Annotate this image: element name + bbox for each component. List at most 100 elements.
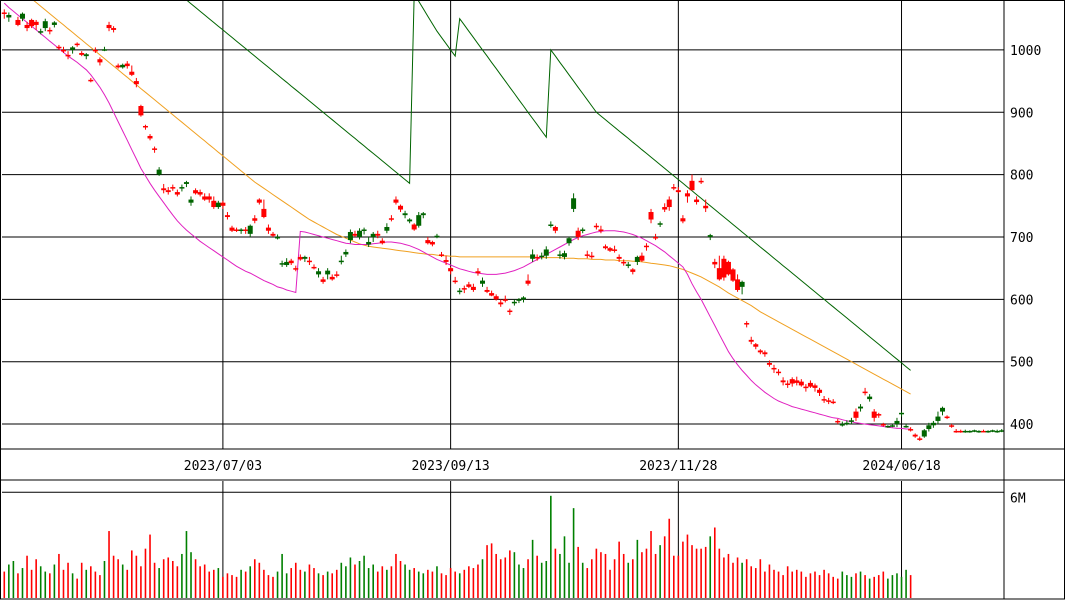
candle-body: [302, 256, 308, 259]
candle-body: [634, 256, 640, 262]
candle-body: [124, 63, 130, 67]
candle-body: [953, 430, 959, 433]
candle-body: [297, 256, 303, 260]
candle-body: [88, 79, 94, 82]
candle-body: [543, 249, 549, 256]
candle-body: [725, 261, 731, 275]
candle-body: [70, 47, 76, 50]
candle-body: [65, 54, 71, 57]
candle-body: [653, 236, 659, 239]
candle-body: [598, 229, 604, 231]
candle-body: [867, 396, 873, 400]
candle-body: [407, 219, 413, 222]
candle-body: [926, 425, 932, 430]
candle-body: [584, 254, 590, 256]
candle-body: [885, 425, 891, 428]
candle-body: [566, 238, 572, 244]
y-tick-label: 900: [1010, 106, 1033, 121]
candle-body: [534, 256, 540, 259]
candle-body: [593, 225, 599, 228]
candle-body: [357, 230, 363, 237]
candle-body: [602, 246, 608, 249]
candle-body: [589, 255, 595, 258]
candle-body: [24, 24, 30, 29]
candle-body: [457, 290, 463, 293]
candle-body: [530, 254, 536, 259]
ma75-line: [32, 0, 911, 395]
candle-body: [684, 193, 690, 197]
candle-body: [320, 279, 326, 282]
candle-body: [830, 401, 836, 404]
candle-body: [621, 261, 627, 264]
candle-body: [835, 420, 841, 423]
candle-body: [502, 299, 508, 301]
candle-body: [698, 180, 704, 183]
candle-body: [899, 412, 905, 415]
candle-body: [83, 54, 89, 57]
candle-body: [949, 425, 955, 427]
candle-body: [730, 269, 736, 281]
candle-body: [19, 13, 25, 19]
candle-body: [753, 344, 759, 347]
candle-body: [165, 190, 171, 193]
candle-body: [115, 65, 121, 68]
candle-body: [51, 22, 57, 25]
ma200-line: [185, 0, 911, 371]
candle-body: [411, 224, 417, 230]
candle-body: [443, 260, 449, 262]
candle-body: [284, 261, 290, 266]
legend-ma75: MA75: [1010, 0, 1041, 4]
candle-body: [981, 430, 987, 433]
candle-body: [133, 81, 139, 85]
candle-body: [379, 240, 385, 244]
candle-body: [347, 231, 353, 241]
candle-body: [229, 227, 235, 231]
candle-body: [639, 255, 645, 261]
candle-body: [757, 350, 763, 353]
candle-body: [183, 182, 189, 184]
candle-body: [548, 224, 554, 226]
x-tick-label: 2023/07/03: [184, 459, 262, 474]
candle-body: [675, 190, 681, 193]
candle-body: [366, 241, 372, 245]
candle-body: [776, 371, 782, 374]
candle-body: [129, 71, 135, 75]
candle-body: [930, 422, 936, 426]
candle-body: [306, 260, 312, 263]
candle-body: [211, 200, 217, 208]
candle-body: [1, 12, 7, 14]
candle-body: [138, 106, 144, 116]
y-tick-label: 400: [1010, 418, 1033, 433]
candle-body: [912, 434, 918, 437]
candle-body: [844, 422, 850, 425]
candle-body: [985, 430, 991, 433]
candle-body: [215, 202, 221, 208]
candle-body: [402, 213, 408, 216]
candlestick-series: [1, 9, 1005, 441]
grid-lines: [2, 0, 1004, 598]
candle-body: [489, 293, 495, 296]
candle-body: [434, 235, 440, 238]
candle-body: [511, 301, 517, 304]
candle-body: [625, 264, 631, 266]
candle-body: [111, 28, 117, 30]
candle-body: [338, 260, 344, 263]
candle-body: [561, 253, 567, 257]
candle-body: [270, 233, 276, 236]
candle-body: [261, 208, 267, 218]
candle-body: [817, 389, 823, 393]
candle-body: [206, 196, 212, 200]
candle-body: [352, 233, 358, 236]
candle-body: [694, 199, 700, 203]
candle-body: [976, 430, 982, 433]
candle-body: [575, 230, 581, 237]
candle-body: [894, 420, 900, 425]
candle-body: [120, 64, 126, 68]
candle-body: [480, 280, 486, 284]
candle-body: [370, 233, 376, 237]
candle-body: [903, 425, 909, 428]
candle-body: [735, 279, 741, 290]
candle-body: [142, 125, 148, 128]
